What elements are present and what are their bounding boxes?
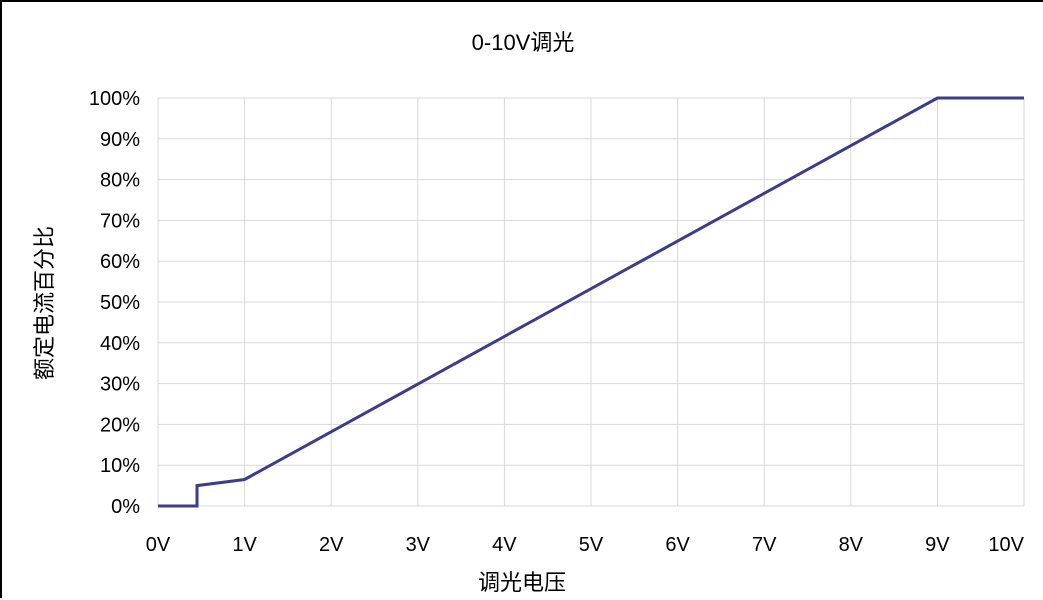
x-tick-label: 1V bbox=[232, 534, 257, 556]
y-tick-label: 10% bbox=[100, 455, 140, 477]
chart-title: 0-10V调光 bbox=[472, 30, 575, 55]
y-tick-label: 70% bbox=[100, 210, 140, 232]
y-tick-label: 0% bbox=[111, 496, 140, 518]
x-tick-label: 3V bbox=[406, 534, 431, 556]
x-tick-label: 0V bbox=[146, 534, 171, 556]
x-tick-label: 9V bbox=[925, 534, 950, 556]
y-tick-label: 40% bbox=[100, 333, 140, 355]
series-layer bbox=[158, 96, 1024, 508]
x-tick-label: 10V bbox=[988, 534, 1024, 556]
x-tick-label: 7V bbox=[752, 534, 777, 556]
x-tick-labels: 0V 1V 2V 3V 4V 5V 6V 7V 8V 9V 10V bbox=[146, 534, 1025, 556]
y-tick-label: 100% bbox=[89, 88, 140, 110]
y-tick-label: 20% bbox=[100, 414, 140, 436]
grid-layer bbox=[157, 97, 1025, 507]
y-tick-label: 50% bbox=[100, 292, 140, 314]
x-tick-label: 5V bbox=[579, 534, 604, 556]
x-tick-label: 8V bbox=[839, 534, 864, 556]
y-tick-label: 30% bbox=[100, 374, 140, 396]
y-tick-label: 90% bbox=[100, 129, 140, 151]
x-axis-label: 调光电压 bbox=[478, 570, 566, 595]
x-tick-label: 4V bbox=[492, 534, 517, 556]
x-tick-label: 6V bbox=[665, 534, 690, 556]
y-tick-labels: 0% 10% 20% 30% 40% 50% 60% 70% 80% 90% 100% bbox=[89, 88, 140, 518]
y-tick-label: 80% bbox=[100, 170, 140, 192]
series-line bbox=[158, 96, 1024, 508]
x-tick-label: 2V bbox=[319, 534, 344, 556]
y-axis-label: 额定电流百分比 bbox=[32, 226, 57, 380]
y-tick-label: 60% bbox=[100, 251, 140, 273]
